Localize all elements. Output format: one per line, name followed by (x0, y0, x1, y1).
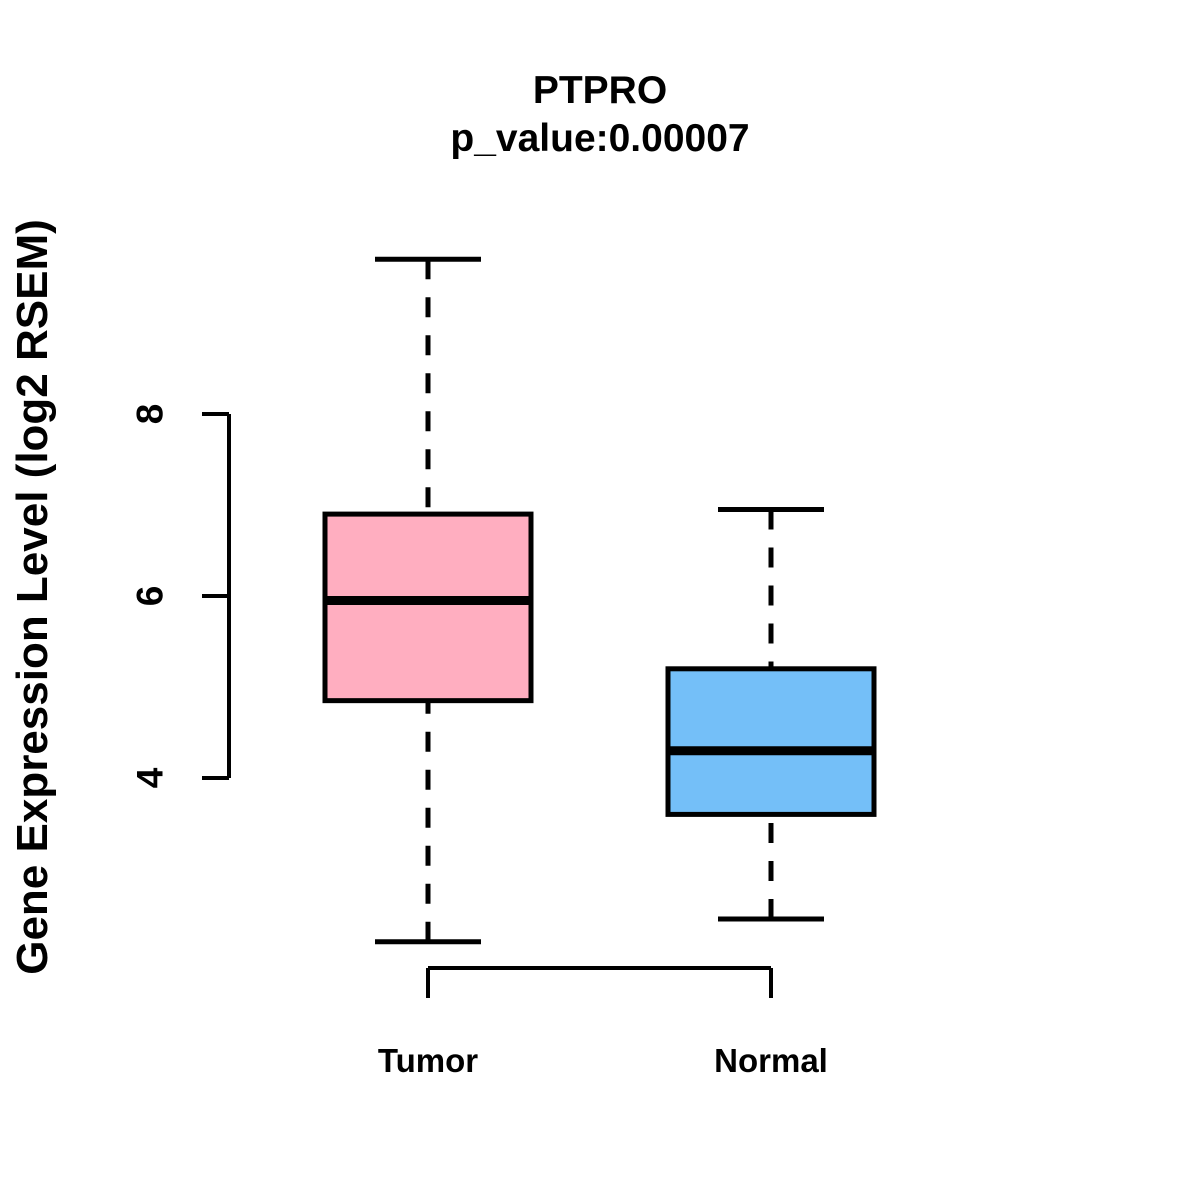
x-category-label: Tumor (378, 1042, 478, 1079)
y-tick-label: 6 (130, 586, 171, 607)
chart-title: PTPRO (532, 69, 668, 112)
iqr-box-tumor (322, 511, 534, 704)
x-category-label: Normal (714, 1042, 828, 1079)
iqr-box-normal (665, 666, 877, 817)
y-tick-label: 8 (130, 404, 171, 425)
chart-subtitle: p_value:0.00007 (450, 117, 750, 160)
y-tick-label: 4 (130, 767, 171, 788)
